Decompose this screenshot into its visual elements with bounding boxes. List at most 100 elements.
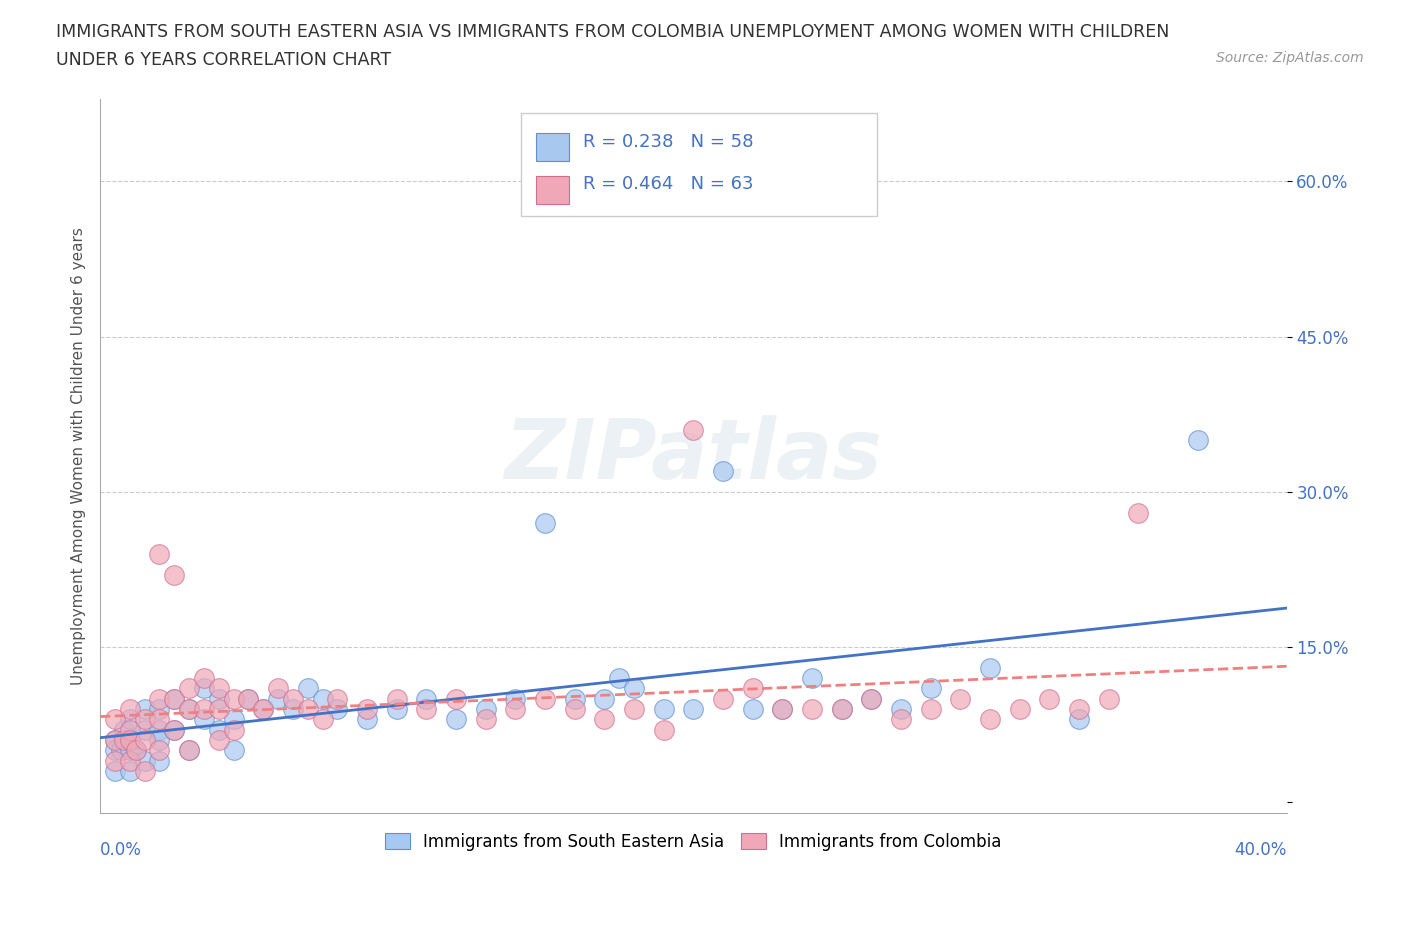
Bar [522, 113, 877, 217]
Point [949, 691, 972, 706]
Point [148, 753, 170, 768]
Point [444, 712, 467, 727]
Point [134, 701, 156, 716]
Point [297, 701, 319, 716]
Point [979, 712, 1001, 727]
Point [238, 691, 260, 706]
Point [193, 712, 215, 727]
Point [801, 671, 824, 685]
Point [474, 701, 496, 716]
Point [163, 691, 186, 706]
Point [148, 701, 170, 716]
Point [711, 691, 734, 706]
Point [860, 691, 883, 706]
Point [148, 733, 170, 748]
Point [281, 701, 304, 716]
Point [1038, 691, 1060, 706]
Point [444, 691, 467, 706]
Point [297, 681, 319, 696]
Point [311, 712, 333, 727]
Point [770, 701, 793, 716]
Point [1067, 712, 1090, 727]
Point [110, 743, 132, 758]
Point [801, 701, 824, 716]
Point [252, 701, 274, 716]
Text: R = 0.464   N = 63: R = 0.464 N = 63 [583, 176, 754, 193]
Point [415, 691, 437, 706]
Point [711, 464, 734, 479]
Point [1187, 432, 1209, 447]
Point [179, 743, 201, 758]
Text: IMMIGRANTS FROM SOUTH EASTERN ASIA VS IMMIGRANTS FROM COLOMBIA UNEMPLOYMENT AMON: IMMIGRANTS FROM SOUTH EASTERN ASIA VS IM… [56, 23, 1170, 41]
Point [118, 733, 141, 748]
Point [831, 701, 853, 716]
Point [208, 733, 231, 748]
Point [148, 712, 170, 727]
Point [890, 701, 912, 716]
Point [148, 743, 170, 758]
Point [104, 733, 127, 748]
Point [770, 701, 793, 716]
Point [505, 691, 527, 706]
Point [831, 701, 853, 716]
Point [920, 701, 942, 716]
Point [652, 701, 675, 716]
Point [163, 723, 186, 737]
Point [505, 701, 527, 716]
Point [222, 723, 245, 737]
Point [104, 712, 127, 727]
Point [474, 712, 496, 727]
Point [860, 691, 883, 706]
Point [118, 712, 141, 727]
Y-axis label: Unemployment Among Women with Children Under 6 years: Unemployment Among Women with Children U… [72, 227, 86, 684]
Point [104, 743, 127, 758]
Point [134, 753, 156, 768]
Point [267, 681, 290, 696]
Point [222, 691, 245, 706]
Point [118, 743, 141, 758]
Point [193, 681, 215, 696]
Point [179, 701, 201, 716]
Point [385, 691, 408, 706]
Point [385, 701, 408, 716]
Text: 0.0%: 0.0% [100, 841, 142, 859]
Point [208, 723, 231, 737]
Point [134, 764, 156, 778]
Point [118, 733, 141, 748]
Point [356, 701, 378, 716]
Point [238, 691, 260, 706]
Point [1067, 701, 1090, 716]
Point [607, 671, 630, 685]
Point [118, 764, 141, 778]
Point [118, 723, 141, 737]
Point [179, 701, 201, 716]
Point [208, 681, 231, 696]
Point [741, 681, 763, 696]
Point [208, 701, 231, 716]
Point [134, 733, 156, 748]
Text: Source: ZipAtlas.com: Source: ZipAtlas.com [1216, 51, 1364, 65]
Point [125, 743, 148, 758]
Point [356, 712, 378, 727]
Point [281, 691, 304, 706]
Point [193, 701, 215, 716]
Point [652, 723, 675, 737]
Point [593, 712, 616, 727]
Point [148, 691, 170, 706]
Point [163, 691, 186, 706]
Point [222, 712, 245, 727]
Point [593, 691, 616, 706]
Point [564, 691, 586, 706]
Text: UNDER 6 YEARS CORRELATION CHART: UNDER 6 YEARS CORRELATION CHART [56, 51, 391, 69]
Bar [536, 133, 569, 161]
Point [179, 743, 201, 758]
Point [252, 701, 274, 716]
Point [311, 691, 333, 706]
Point [179, 681, 201, 696]
Point [534, 691, 557, 706]
Point [104, 733, 127, 748]
Text: R = 0.238   N = 58: R = 0.238 N = 58 [583, 133, 754, 151]
Point [148, 723, 170, 737]
Point [134, 712, 156, 727]
Point [415, 701, 437, 716]
